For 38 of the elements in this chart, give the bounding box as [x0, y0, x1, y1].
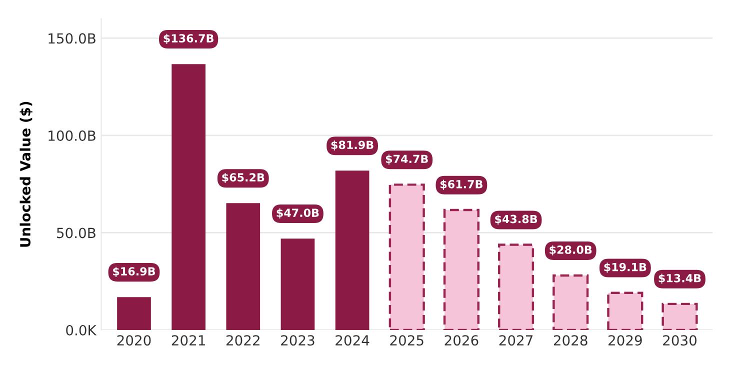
data-label: $47.0B	[276, 208, 319, 218]
data-label: $16.9B	[113, 266, 156, 278]
x-tick-label: 2026	[444, 335, 478, 346]
bar	[172, 64, 206, 330]
bar	[552, 274, 589, 330]
bar	[335, 170, 370, 330]
x-tick-label: 2024	[336, 335, 370, 346]
bar	[443, 208, 480, 330]
bar	[607, 292, 644, 330]
y-axis-title: Unlocked Value ($)	[20, 102, 32, 247]
bar	[280, 238, 315, 330]
x-tick-label: 2022	[226, 335, 260, 346]
data-label: $13.4B	[658, 274, 701, 284]
y-tick-label: 100.0B	[48, 130, 96, 141]
bar	[226, 203, 260, 330]
x-tick-label: 2020	[117, 335, 151, 346]
data-label: $19.1B	[604, 262, 646, 273]
y-tick-label: 50.0B	[57, 228, 96, 238]
x-tick-label: 2028	[554, 335, 588, 346]
bar	[117, 297, 151, 330]
x-tick-label: 2029	[608, 335, 642, 346]
data-label: $61.7B	[440, 180, 482, 190]
x-tick-label: 2030	[663, 335, 697, 346]
x-tick-label: 2023	[281, 335, 314, 346]
data-label: $81.9B	[331, 140, 374, 151]
x-tick-label: 2025	[390, 335, 424, 346]
x-tick-label: 2021	[172, 335, 205, 346]
bar	[498, 244, 534, 330]
y-tick-label: 0.0K	[66, 324, 97, 336]
data-label: $136.7B	[164, 34, 214, 44]
data-label: $28.0B	[550, 245, 592, 256]
bar	[388, 184, 425, 330]
y-tick-label: 150.0B	[48, 33, 96, 44]
bar	[662, 302, 698, 330]
data-label: $74.7B	[386, 154, 428, 165]
x-tick-label: 2027	[499, 335, 533, 346]
data-label: $43.8B	[495, 214, 538, 225]
data-label: $65.2B	[222, 172, 264, 184]
